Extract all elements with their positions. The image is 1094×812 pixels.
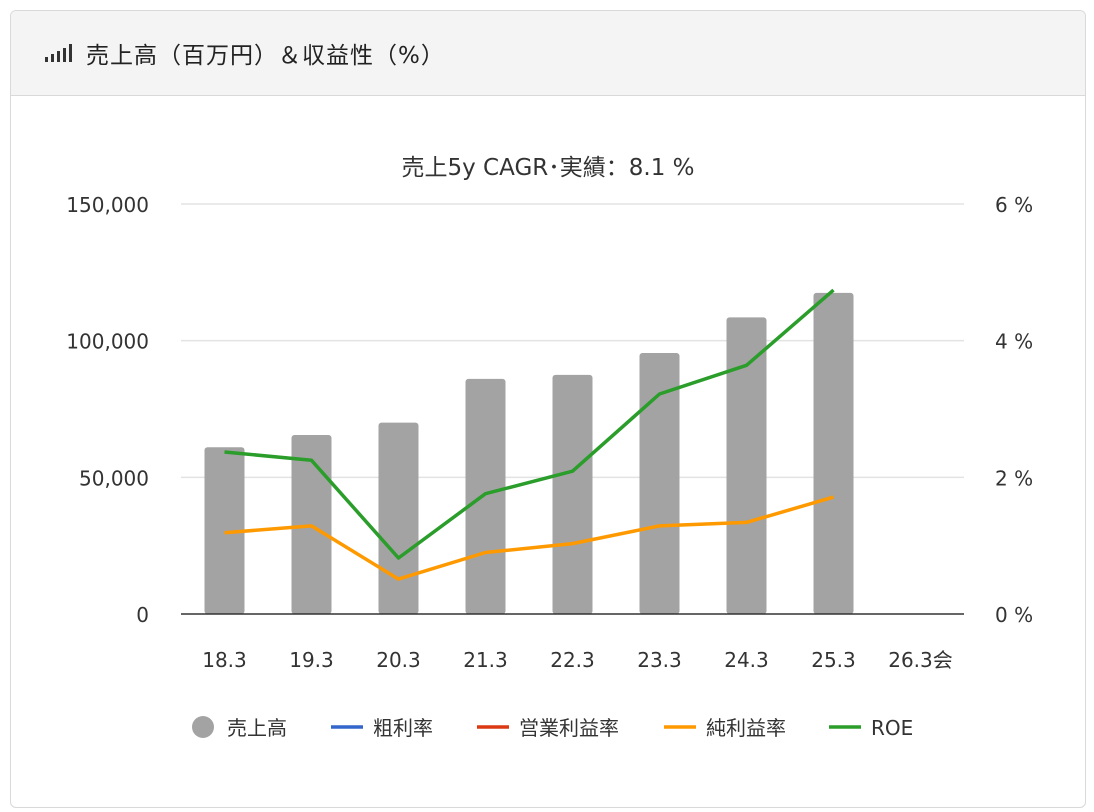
- bar-18.3: [204, 447, 245, 614]
- right-axis-tick-label: 0 %: [995, 603, 1033, 627]
- x-axis-tick-label: 24.3: [724, 648, 769, 672]
- legend-label-売上高: 売上高: [227, 716, 287, 740]
- x-axis-tick-label: 20.3: [376, 648, 421, 672]
- card-title: 売上高（百万円）＆収益性（%）: [86, 43, 445, 69]
- right-axis-tick-label: 2 %: [995, 466, 1033, 490]
- legend-label-ROE: ROE: [871, 716, 913, 740]
- x-axis-tick-label: 21.3: [463, 648, 508, 672]
- left-axis-tick-label: 50,000: [79, 466, 149, 490]
- bar-23.3: [639, 352, 680, 614]
- line-series-純利益率: [224, 495, 834, 581]
- bar-24.3: [726, 317, 767, 614]
- x-axis-tick-label: 19.3: [289, 648, 334, 672]
- left-axis-tick-label: 150,000: [66, 193, 149, 217]
- card-header: 売上高（百万円）＆収益性（%）: [11, 11, 1085, 96]
- legend-label-営業利益率: 営業利益率: [519, 716, 619, 740]
- left-axis-tick-label: 100,000: [66, 330, 149, 354]
- left-axis-tick-label: 0: [136, 603, 149, 627]
- chart-area: 売上5y CAGR･実績：8.1 % 150,000 100,000 50,000 0…: [11, 97, 1085, 807]
- combo-chart: 売上5y CAGR･実績：8.1 % 150,000 100,000 50,000 0…: [66, 155, 1033, 740]
- x-axis-tick-label: 18.3: [202, 648, 247, 672]
- bar-21.3: [465, 378, 506, 614]
- legend-marker-売上高: [192, 716, 214, 738]
- bar-22.3: [552, 374, 593, 614]
- signal-bars-icon: [45, 44, 72, 62]
- x-axis-tick-label: 25.3: [811, 648, 856, 672]
- right-axis-tick-label: 4 %: [995, 330, 1033, 354]
- legend-label-粗利率: 粗利率: [373, 716, 433, 740]
- chart-card: 売上高（百万円）＆収益性（%） 売上5y CAGR･実績：8.1 % 150,0…: [10, 10, 1086, 808]
- line-series-ROE: [224, 288, 835, 560]
- bar-20.3: [378, 422, 419, 614]
- chart-title: 売上5y CAGR･実績：8.1 %: [402, 155, 695, 181]
- x-axis-tick-label: 23.3: [637, 648, 682, 672]
- right-axis-tick-label: 6 %: [995, 193, 1033, 217]
- bar-25.3: [813, 292, 854, 614]
- x-axis-tick-label: 26.3会: [888, 648, 953, 672]
- legend-label-純利益率: 純利益率: [706, 716, 786, 740]
- x-axis-tick-label: 22.3: [550, 648, 595, 672]
